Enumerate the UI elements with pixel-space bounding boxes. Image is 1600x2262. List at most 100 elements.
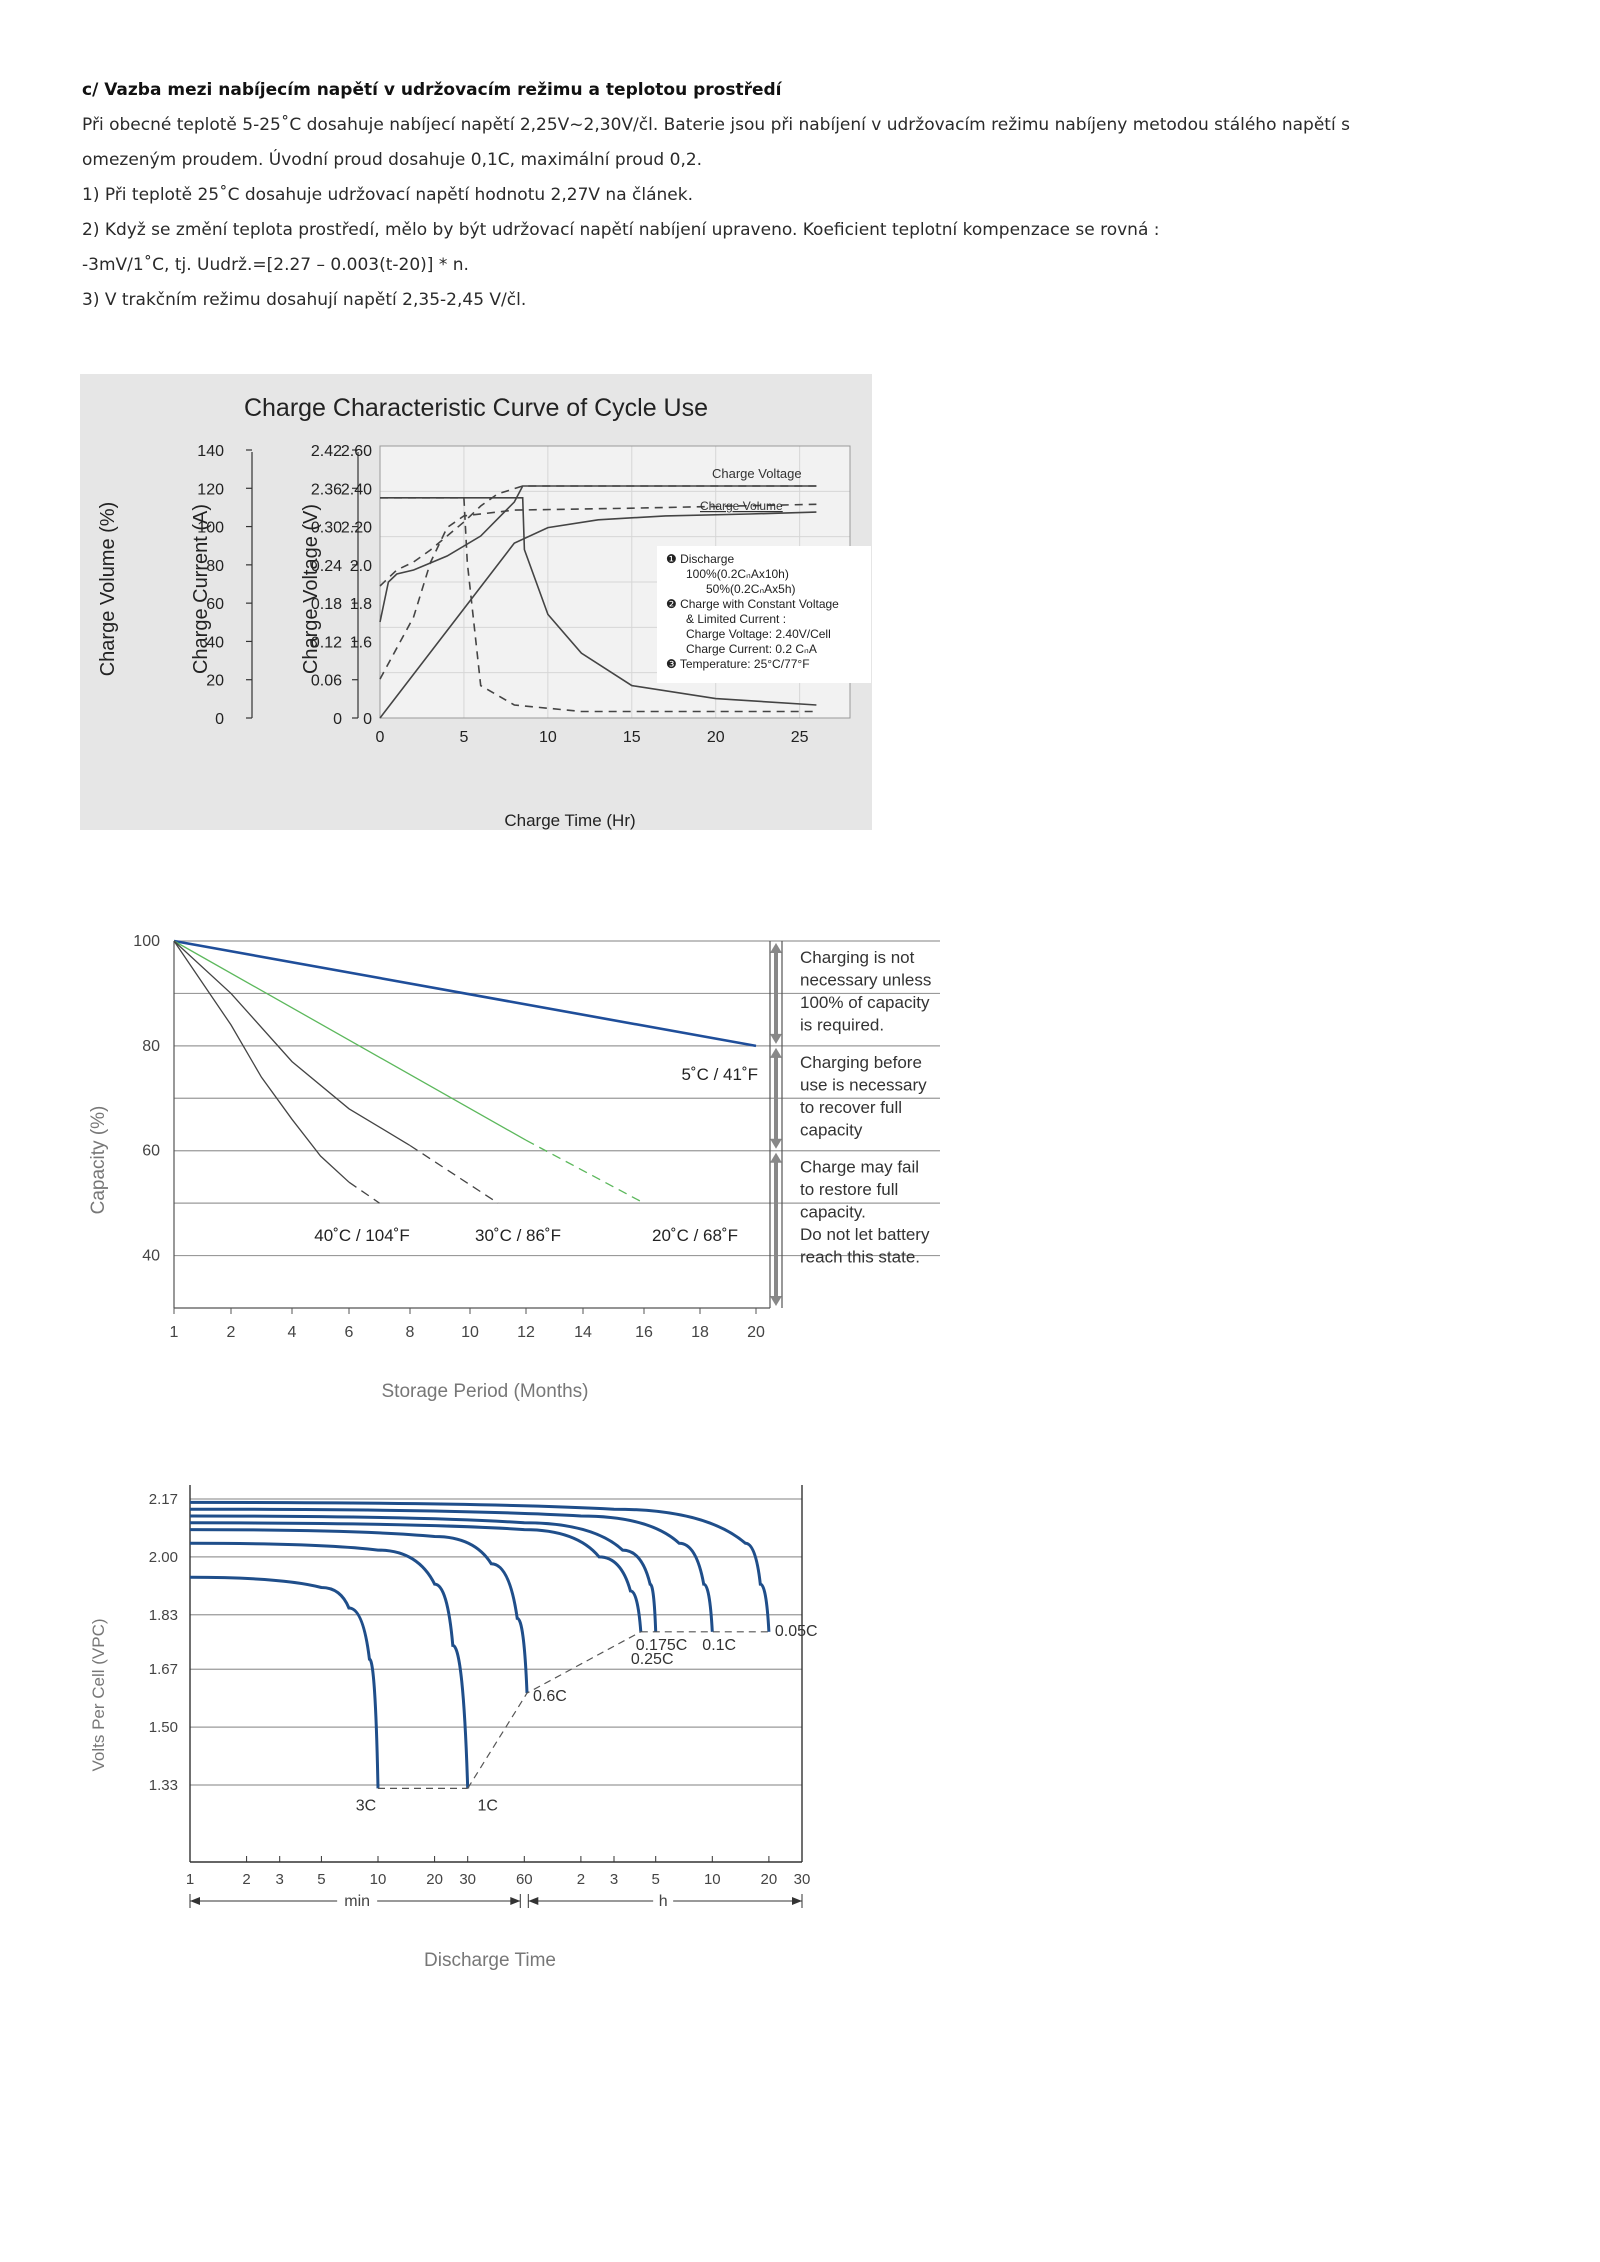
paragraph-line: 1) Při teplotě 25˚C dosahuje udržovací n… <box>82 185 693 205</box>
x-axis-label: Discharge Time <box>424 1950 556 1971</box>
x-tick-label: 12 <box>517 1324 535 1341</box>
charge-characteristic-chart: Charge Characteristic Curve of Cycle Use… <box>80 374 872 834</box>
y-tick-label: 1.83 <box>149 1607 178 1624</box>
series-label: 0.6C <box>533 1688 567 1705</box>
x-tick-label: 5 <box>317 1871 325 1888</box>
legend-line: 50%(0.2CₙAx5h) <box>706 582 796 596</box>
series-label: 3C <box>356 1797 376 1814</box>
y-tick-label: 20 <box>206 673 224 690</box>
zone-arrow-head <box>770 943 782 953</box>
y-tick-label: 0.30 <box>311 520 342 537</box>
y-axis-label-volume: Charge Volume (%) <box>97 502 119 677</box>
curve <box>173 940 527 1141</box>
x-tick-label: 2 <box>242 1871 250 1888</box>
zone-arrow-head <box>770 1152 782 1163</box>
curve-label-charge-volume: Charge Volume <box>700 499 783 513</box>
paragraph-line: 2) Když se změní teplota prostředí, mělo… <box>82 220 1160 240</box>
y-tick-label: 0 <box>215 711 224 728</box>
y-tick-label: 140 <box>197 443 224 460</box>
x-tick-label: 20 <box>426 1871 443 1888</box>
x-tick-label: 14 <box>574 1324 592 1341</box>
y-tick-label: 1.8 <box>350 596 372 613</box>
y-tick-label: 60 <box>206 596 224 613</box>
x-tick-label: 15 <box>623 729 641 746</box>
curve-dashed-part <box>409 1144 499 1204</box>
unit-h: h <box>659 1893 668 1910</box>
series-label: 40˚C / 104˚F <box>314 1226 409 1245</box>
discharge-curve <box>189 1500 771 1632</box>
discharge-curve <box>189 1514 658 1632</box>
y-tick-label: 1.6 <box>350 634 372 651</box>
x-axis-label: Storage Period (Months) <box>382 1381 589 1402</box>
x-tick-label: 60 <box>516 1871 533 1888</box>
curve-dashed-part <box>348 1181 380 1204</box>
x-tick-label: 20 <box>747 1324 765 1341</box>
y-tick-label: 0.18 <box>311 596 342 613</box>
y-tick-label: 2.42 <box>311 443 342 460</box>
x-tick-label: 1 <box>170 1324 179 1341</box>
x-tick-label: 6 <box>345 1324 354 1341</box>
curve-dashed-part <box>525 1139 645 1204</box>
legend-line: 100%(0.2CₙAx10h) <box>686 567 789 581</box>
range-label-bg <box>337 1892 378 1910</box>
curve-charge-volume <box>379 511 817 719</box>
y-tick-label: 2.20 <box>341 520 372 537</box>
series-label: 0.05C <box>775 1623 818 1640</box>
zone-arrow-head <box>770 1033 782 1044</box>
x-axis-label: Charge Time (Hr) <box>504 811 635 830</box>
y-tick-label: 2.60 <box>341 443 372 460</box>
y-tick-label: 2.00 <box>149 1549 178 1566</box>
y-tick-label: 0 <box>333 711 342 728</box>
range-arrow <box>528 1897 539 1905</box>
legend-line: Charge Voltage: 2.40V/Cell <box>686 627 831 641</box>
x-tick-label: 16 <box>635 1324 653 1341</box>
x-tick-label: 25 <box>791 729 809 746</box>
x-tick-label: 5 <box>652 1871 660 1888</box>
curve-charge-current <box>380 497 817 713</box>
legend-line: Charge Current: 0.2 CₙA <box>686 642 817 656</box>
paragraph-line: -3mV/1˚C, tj. Uudrž.=[2.27 – 0.003(t-20)… <box>82 255 469 275</box>
series-label: 1C <box>477 1797 497 1814</box>
discharge-curve <box>189 1521 643 1632</box>
y-tick-label: 1.33 <box>149 1777 178 1794</box>
y-tick-label: 2.40 <box>341 481 372 498</box>
x-tick-label: 1 <box>186 1871 194 1888</box>
zone-text: Charging before use is necessary to recove… <box>800 1053 927 1140</box>
legend-line: ❶ Discharge <box>666 552 734 566</box>
x-tick-label: 20 <box>761 1871 778 1888</box>
y-tick-label: 1.50 <box>149 1719 178 1736</box>
end-voltage-line <box>467 1631 642 1789</box>
curve <box>173 940 350 1183</box>
chart-title: Charge Characteristic Curve of Cycle Use <box>244 394 708 422</box>
y-tick-label: 0.12 <box>311 634 342 651</box>
paragraph-line: 3) V trakčním režimu dosahují napětí 2,3… <box>82 290 527 310</box>
series-label: 0.175C <box>636 1637 688 1654</box>
discharge-curve <box>189 1575 380 1789</box>
series-label: 0.25C <box>631 1651 674 1668</box>
text-section: c/ Vazba mezi nabíjecím napětí v udržova… <box>82 72 1562 318</box>
y-axis-label-voltage: Charge Voltage (V) <box>300 504 322 674</box>
series-label: 5˚C / 41˚F <box>681 1065 758 1084</box>
x-tick-label: 10 <box>370 1871 387 1888</box>
x-tick-label: 4 <box>288 1324 297 1341</box>
y-tick-label: 80 <box>206 558 224 575</box>
paragraph-line: Při obecné teplotě 5-25˚C dosahuje nabíj… <box>82 115 1350 135</box>
discharge-svg: 2.17 2.00 1.83 1.67 1.50 1.33 1 2 3 5 10 20 30 60 2 3 5 1… <box>89 1485 818 1971</box>
series-label: 20˚C / 68˚F <box>652 1226 738 1245</box>
x-tick-label: 2 <box>227 1324 236 1341</box>
legend-line: & Limited Current : <box>686 612 786 626</box>
x-tick-label: 8 <box>406 1324 415 1341</box>
curve-5c <box>173 939 757 1048</box>
x-tick-label: 3 <box>610 1871 618 1888</box>
zone-text: Charging is not necessary unless 100% of c… <box>800 948 931 1035</box>
range-label-bg <box>653 1892 674 1910</box>
series-label: 0.1C <box>702 1637 736 1654</box>
zone-arrow-head <box>770 1296 782 1306</box>
y-tick-label: 100 <box>133 933 160 950</box>
legend-box <box>657 546 871 683</box>
y-tick-label: 2.0 <box>350 558 372 575</box>
storage-capacity-chart: 1 2 4 6 8 10 12 14 16 18 20 100 80 60 40 5˚C / 41˚F 20˚… <box>70 915 970 1429</box>
y-axis-label: Capacity (%) <box>88 1106 109 1215</box>
x-tick-label: 10 <box>539 729 557 746</box>
y-tick-label: 2.36 <box>311 481 342 498</box>
